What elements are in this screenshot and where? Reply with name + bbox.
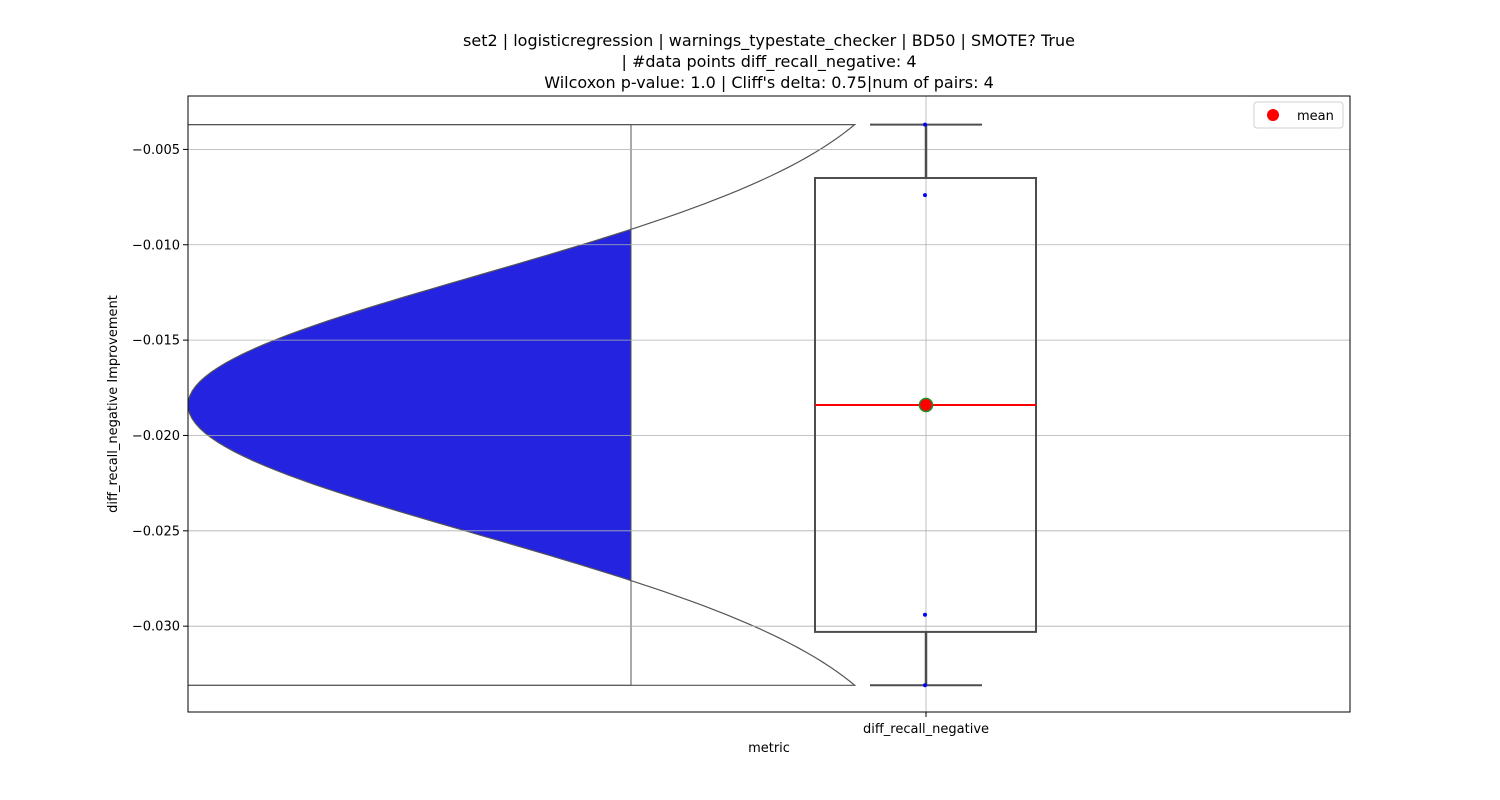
y-tick-label: −0.020: [132, 429, 180, 444]
box-layer: [814, 122, 1037, 688]
violin-edge: [188, 124, 632, 686]
data-point: [923, 683, 927, 688]
x-axis: diff_recall_negative: [863, 712, 989, 737]
y-tick-label: −0.030: [132, 620, 180, 635]
plot-frame: [187, 95, 1351, 713]
violin-layer: [188, 124, 857, 686]
y-tick-label: −0.010: [132, 238, 180, 253]
y-axis: −0.005 −0.010 −0.015 −0.020 −0.025 −0.030: [132, 143, 188, 635]
legend: mean: [1253, 101, 1344, 129]
y-tick-label: −0.015: [132, 334, 180, 349]
violin-outline: [188, 124, 857, 686]
y-axis-label: diff_recall_negative Improvement: [106, 295, 121, 513]
mean-marker: [918, 397, 934, 413]
plot-area: [187, 95, 1351, 713]
chart-title-line-3: Wilcoxon p-value: 1.0 | Cliff's delta: 0…: [544, 73, 994, 92]
chart-title-line-1: set2 | logisticregression | warnings_typ…: [463, 31, 1075, 51]
x-axis-label: metric: [748, 741, 790, 756]
data-point: [923, 193, 927, 198]
x-tick-label: diff_recall_negative: [863, 722, 989, 737]
data-point: [923, 122, 927, 127]
legend-mean-marker: [1267, 109, 1279, 121]
chart-title-line-2: | #data points diff_recall_negative: 4: [621, 52, 916, 72]
legend-mean-label: mean: [1297, 109, 1334, 124]
y-tick-label: −0.025: [132, 524, 180, 539]
legend-box: [1253, 101, 1344, 129]
data-point: [923, 612, 927, 617]
grid-layer: [188, 96, 1350, 712]
y-tick-label: −0.005: [132, 143, 180, 158]
